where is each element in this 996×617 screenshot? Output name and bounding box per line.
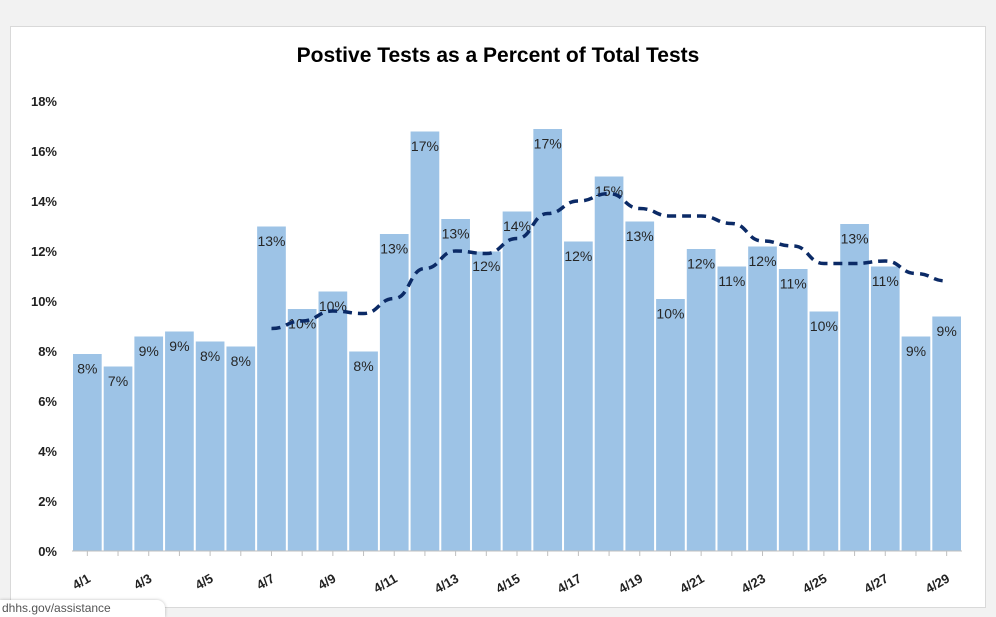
bar-data-label: 11% xyxy=(780,276,807,292)
bar-data-label: 12% xyxy=(749,253,777,269)
moving-average-line xyxy=(271,191,947,331)
bar xyxy=(563,240,594,552)
y-tick-label: 4% xyxy=(38,444,57,459)
bar xyxy=(164,330,195,552)
x-tick-label: 4/1 xyxy=(70,571,93,593)
x-tick-label: 4/27 xyxy=(861,571,890,597)
bar-data-label: 17% xyxy=(534,136,562,152)
bar-data-label: 9% xyxy=(169,338,189,354)
y-axis: 0% 2% 4% 6% 8% 10% 12% 14% 16% 18% xyxy=(31,94,57,559)
x-tick-label: 4/3 xyxy=(131,571,154,593)
y-tick-label: 10% xyxy=(31,294,57,309)
y-tick-label: 6% xyxy=(38,394,57,409)
x-tick-label: 4/5 xyxy=(192,571,215,593)
bar xyxy=(931,315,963,552)
bar-data-label: 17% xyxy=(411,138,439,154)
x-tick-label: 4/15 xyxy=(493,571,522,597)
x-tick-label: 4/19 xyxy=(616,571,645,597)
chart-title: Postive Tests as a Percent of Total Test… xyxy=(296,44,700,67)
bar xyxy=(470,250,502,552)
bar-data-label: 13% xyxy=(380,241,408,257)
x-tick-label: 4/29 xyxy=(923,571,952,597)
bar-data-label: 9% xyxy=(139,343,159,359)
bar xyxy=(317,290,349,552)
bar-data-label: 13% xyxy=(257,233,285,249)
x-tick-label: 4/25 xyxy=(800,571,829,597)
y-tick-label: 12% xyxy=(31,244,57,259)
y-tick-label: 0% xyxy=(38,544,57,559)
x-axis: 4/1 4/3 4/5 4/7 4/9 4/11 4/13 4/15 4/17 4/19 4/21 4… xyxy=(70,551,952,596)
bar-data-label: 8% xyxy=(353,358,373,374)
x-tick-label: 4/23 xyxy=(739,571,768,597)
x-tick-label: 4/11 xyxy=(371,571,400,596)
bar xyxy=(655,298,686,552)
bar xyxy=(839,223,870,552)
bar xyxy=(378,233,410,552)
bar xyxy=(286,308,318,552)
x-tick-label: 4/21 xyxy=(677,571,706,597)
bar-data-label: 13% xyxy=(626,228,654,244)
bar-data-label: 13% xyxy=(442,226,470,242)
bar xyxy=(225,345,257,552)
bar-data-label: 10% xyxy=(810,318,838,334)
bar xyxy=(532,128,564,552)
bar xyxy=(501,210,533,552)
bar-data-label: 7% xyxy=(108,373,128,389)
bar xyxy=(133,335,165,552)
y-tick-label: 8% xyxy=(38,344,57,359)
y-tick-label: 2% xyxy=(38,494,57,509)
bar xyxy=(900,335,932,552)
bar xyxy=(409,130,441,552)
x-tick-label: 4/9 xyxy=(315,571,338,593)
bar xyxy=(747,245,778,552)
bar-data-label: 11% xyxy=(872,273,899,289)
bar xyxy=(348,350,379,552)
bar xyxy=(440,218,471,552)
bar xyxy=(777,268,809,552)
bar-data-label: 9% xyxy=(906,343,926,359)
bar xyxy=(624,220,656,552)
url-text[interactable]: dhhs.gov/assistance xyxy=(0,600,165,617)
y-tick-label: 16% xyxy=(31,144,57,159)
bar-data-label: 10% xyxy=(319,298,347,314)
bar-data-label: 8% xyxy=(200,348,220,364)
bar xyxy=(256,225,287,552)
bar-data-label: 11% xyxy=(718,273,745,289)
x-tick-label: 4/13 xyxy=(432,571,461,597)
bar xyxy=(194,340,226,552)
bar xyxy=(72,353,103,552)
bar-data-label: 12% xyxy=(687,256,715,272)
bar xyxy=(102,365,134,552)
bar-data-label: 12% xyxy=(564,248,592,264)
y-tick-label: 14% xyxy=(31,194,57,209)
y-tick-label: 18% xyxy=(31,94,57,109)
x-tick-label: 4/7 xyxy=(254,571,277,593)
bar-data-label: 10% xyxy=(656,306,684,322)
bar-data-labels: 8%7%9% 9%8% 8%13%10%10%8%13%17%13%12%14%17… xyxy=(77,136,957,390)
x-tick-label: 4/17 xyxy=(554,571,583,597)
bar-series xyxy=(72,128,963,552)
bar xyxy=(685,248,717,552)
bar-data-label: 12% xyxy=(472,258,500,274)
bar-data-label: 8% xyxy=(77,361,97,377)
bar xyxy=(808,310,840,552)
bar-data-label: 14% xyxy=(503,218,531,234)
bar-data-label: 13% xyxy=(841,231,869,247)
bar-data-label: 8% xyxy=(231,353,251,369)
bar-data-label: 10% xyxy=(288,316,316,332)
bar xyxy=(593,175,625,552)
bar xyxy=(869,265,901,552)
bar xyxy=(716,265,748,552)
bar-data-label: 9% xyxy=(937,323,957,339)
